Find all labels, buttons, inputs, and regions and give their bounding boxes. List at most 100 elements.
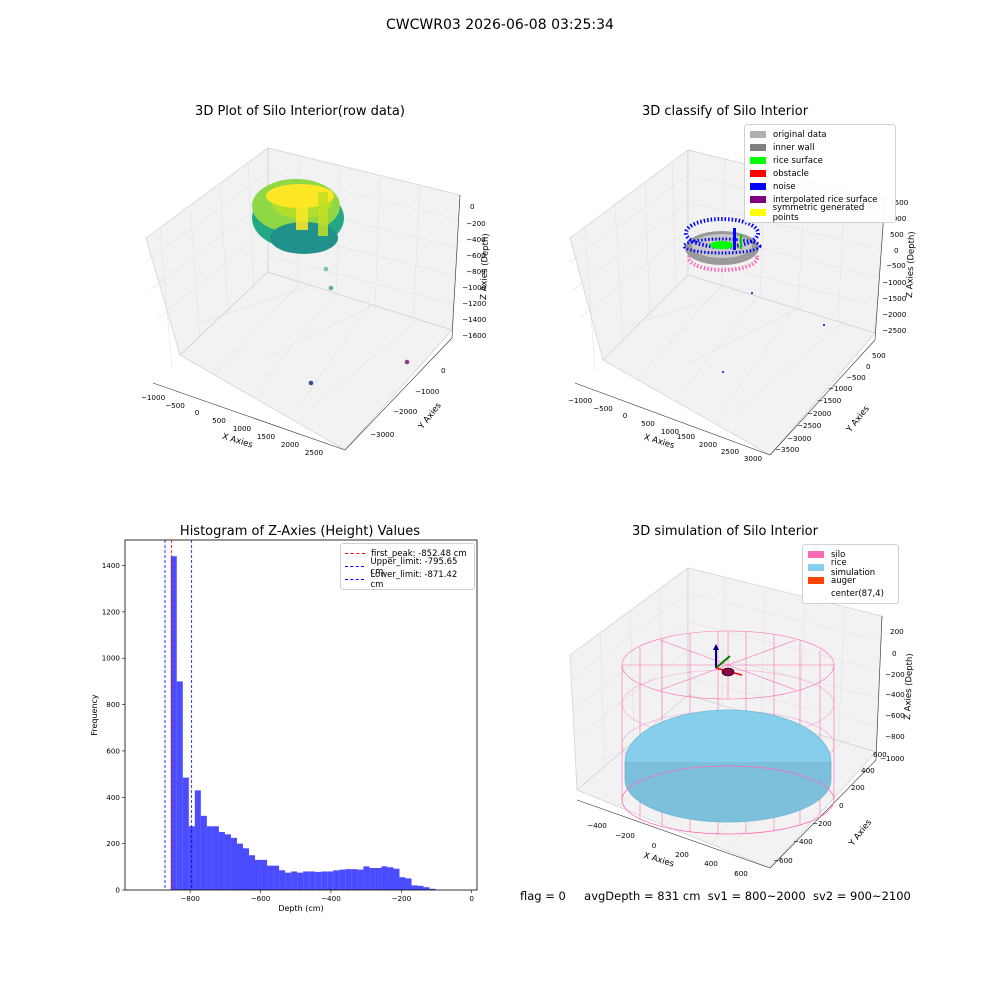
raw-z-tick: 0: [470, 202, 475, 211]
histogram-x-tick-label: 0: [469, 894, 474, 903]
legend-label: auger: [831, 575, 856, 586]
sv2-text: sv2 = 900~2100: [812, 889, 911, 903]
simulation-y-label: Y Axies: [847, 817, 875, 849]
histogram-bar: [249, 855, 256, 890]
histogram-y-tick-label: 1000: [102, 654, 121, 663]
histogram-bar: [429, 888, 436, 890]
classify-y-tick: 0: [866, 362, 871, 371]
legend-entry: interpolated rice surface: [750, 193, 890, 206]
histogram-y-tick-label: 1400: [102, 561, 121, 570]
legend-label: symmetric generated points: [772, 202, 865, 223]
classify-z-tick: −500: [886, 261, 906, 270]
histogram-x-tick-label: −200: [391, 894, 411, 903]
legend-entry: auger: [808, 574, 893, 587]
legend-entry: first_peak: -852.48 cm: [345, 547, 470, 560]
histogram-bar: [399, 877, 406, 890]
histogram-bar: [188, 826, 195, 890]
legend-entry: center(87,4): [808, 587, 893, 600]
simulation-legend: silo rice simulation auger center(87,4): [802, 544, 899, 604]
histogram-bar: [339, 869, 346, 890]
classify-x-tick: 500: [641, 419, 655, 428]
simulation-x-label: X Axies: [642, 851, 675, 870]
classify-z-tick: −2500: [882, 326, 907, 335]
classify-x-tick: 1500: [677, 432, 696, 441]
noise-point: [823, 324, 825, 326]
histogram-bar: [206, 826, 213, 890]
legend-swatch: [750, 157, 766, 164]
histogram-bar: [363, 866, 370, 890]
histogram-bar: [327, 871, 334, 890]
histogram-bar: [393, 868, 400, 890]
legend-label: center(87,4): [831, 588, 884, 599]
histogram-bar: [405, 878, 412, 890]
raw-z-label: Z Axies (Depth): [479, 233, 491, 300]
histogram-bar: [321, 871, 328, 890]
classify-z-tick: −1000: [882, 278, 907, 287]
histogram-y-label: Frequency: [90, 694, 99, 736]
simulation-z-tick: −200: [885, 670, 905, 679]
legend-label: inner wall: [773, 142, 815, 153]
simulation-z-tick: −400: [885, 690, 905, 699]
legend-entry: obstacle: [750, 167, 890, 180]
stats-footer: flag = 0 avgDepth = 831 cm sv1 = 800~200…: [520, 889, 911, 903]
legend-swatch: [750, 196, 766, 203]
simulation-z-tick: −1000: [880, 754, 905, 763]
classify-y-tick: −3500: [775, 445, 800, 454]
classify-z-tick: −1500: [882, 294, 907, 303]
sv1-text: sv1 = 800~2000: [707, 889, 806, 903]
raw-z-tick: −1400: [462, 315, 487, 324]
legend-line: [345, 579, 365, 580]
classified-point-cloud: [682, 217, 762, 272]
raw-y-tick: 0: [441, 366, 446, 375]
histogram-bar: [411, 885, 418, 890]
classify-y-tick: −1000: [828, 384, 853, 393]
raw-x-tick: −500: [165, 401, 185, 410]
simulation-y-tick: −400: [793, 837, 813, 846]
legend-label: noise: [773, 181, 796, 192]
histogram-bar: [279, 870, 286, 890]
raw-point-cloud: [252, 179, 344, 254]
raw-3d-plot: −1000 −500 0 500 1000 1500 2000 2500 300…: [141, 147, 491, 455]
classify-z-tick: 500: [890, 230, 904, 239]
raw-y-tick: −2000: [393, 407, 418, 416]
simulation-x-tick: 200: [675, 850, 689, 859]
legend-label: rice surface: [773, 155, 823, 166]
histogram-bar: [369, 867, 376, 890]
legend-label: original data: [773, 129, 827, 140]
flag-text: flag = 0: [520, 889, 566, 903]
histogram-title: Histogram of Z-Axies (Height) Values: [179, 524, 421, 539]
classify-y-tick: −2500: [797, 421, 822, 430]
histogram-y-tick-label: 200: [106, 839, 120, 848]
legend-label: first_peak: -852.48 cm: [371, 548, 467, 559]
raw-plot-title: 3D Plot of Silo Interior(row data): [195, 104, 405, 119]
raw-x-tick: 2500: [305, 448, 324, 455]
simulation-z-tick: 0: [892, 649, 897, 658]
histogram-legend: first_peak: -852.48 cm Upper_limit: -795…: [340, 543, 475, 590]
simulation-y-tick: 600: [873, 750, 887, 759]
raw-x-tick: 1500: [257, 432, 276, 441]
raw-z-tick: −200: [466, 219, 486, 228]
histogram-bar: [345, 869, 352, 890]
classify-x-tick: 0: [623, 411, 628, 420]
classify-z-tick: 1500: [890, 198, 909, 207]
histogram-bar: [375, 867, 382, 890]
legend-entry: inner wall: [750, 141, 890, 154]
simulation-z-label: Z Axies (Depth): [903, 653, 915, 720]
histogram-bar: [291, 871, 298, 890]
histogram-bar: [333, 870, 340, 890]
histogram-y-tick-label: 1200: [102, 607, 121, 616]
classify-x-tick: 2000: [699, 440, 718, 449]
classify-y-tick: −1500: [817, 396, 842, 405]
legend-entry: rice simulation: [808, 558, 893, 578]
classify-plot-title: 3D classify of Silo Interior: [641, 104, 809, 119]
histogram-bar: [387, 867, 394, 890]
histogram-bar: [351, 869, 358, 890]
legend-swatch: [750, 170, 766, 177]
legend-entry: original data: [750, 128, 890, 141]
legend-label: Upper_limit: -795.65 cm: [370, 556, 458, 577]
histogram-bar: [236, 843, 243, 890]
legend-line: [345, 553, 365, 554]
legend-entry: rice surface: [750, 154, 890, 167]
histogram-bar: [267, 865, 274, 890]
raw-z-tick: −1000: [462, 283, 487, 292]
